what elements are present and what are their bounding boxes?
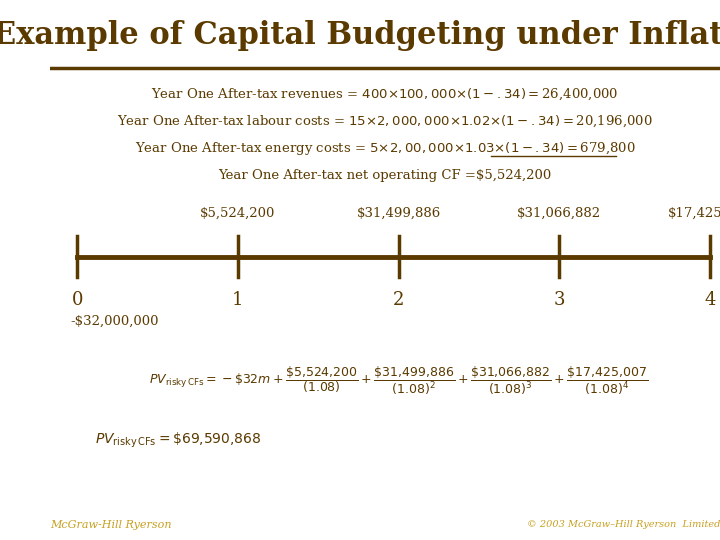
Text: 1: 1 (232, 291, 243, 309)
Text: $31,066,882: $31,066,882 (517, 207, 601, 220)
Text: © 2003 McGraw–Hill Ryerson  Limited: © 2003 McGraw–Hill Ryerson Limited (526, 521, 720, 529)
Text: $PV_{\mathrm{risky\,CFs}} = -\$32m + \dfrac{\$5{,}524{,}200}{(1.08)} + \dfrac{\$: $PV_{\mathrm{risky\,CFs}} = -\$32m + \df… (149, 364, 648, 397)
Text: $17,425,007: $17,425,007 (668, 207, 720, 220)
Text: $5,524,200: $5,524,200 (200, 207, 276, 220)
Text: 2: 2 (393, 291, 404, 309)
Text: Year One After-tax energy costs = $5 × 2,00,000 × 1.03 × (1-.34) = $679,800: Year One After-tax energy costs = $5 × 2… (135, 140, 636, 157)
Text: 3: 3 (554, 291, 565, 309)
Text: Year One After-tax net operating CF =$5,524,200: Year One After-tax net operating CF =$5,… (219, 169, 552, 182)
Text: Year One After-tax labour costs = $15 × 2,000,000 × 1.02 × (1-.34) = $20,196,000: Year One After-tax labour costs = $15 × … (117, 114, 653, 129)
Text: $31,499,886: $31,499,886 (356, 207, 441, 220)
Text: $PV_{\mathrm{risky\,CFs}} = \$69{,}590{,}868$: $PV_{\mathrm{risky\,CFs}} = \$69{,}590{,… (94, 430, 261, 450)
Text: Example of Capital Budgeting under Inflation: Example of Capital Budgeting under Infla… (0, 19, 720, 51)
Text: Year One After-tax revenues = $400 × 100,000 × (1-.34) = $26,400,000: Year One After-tax revenues = $400 × 100… (151, 87, 619, 102)
Text: McGraw-Hill Ryerson: McGraw-Hill Ryerson (50, 520, 172, 530)
Text: -$32,000,000: -$32,000,000 (71, 315, 159, 328)
Text: 7-19: 7-19 (8, 20, 42, 34)
Text: 0: 0 (71, 291, 83, 309)
Text: 4: 4 (704, 291, 716, 309)
